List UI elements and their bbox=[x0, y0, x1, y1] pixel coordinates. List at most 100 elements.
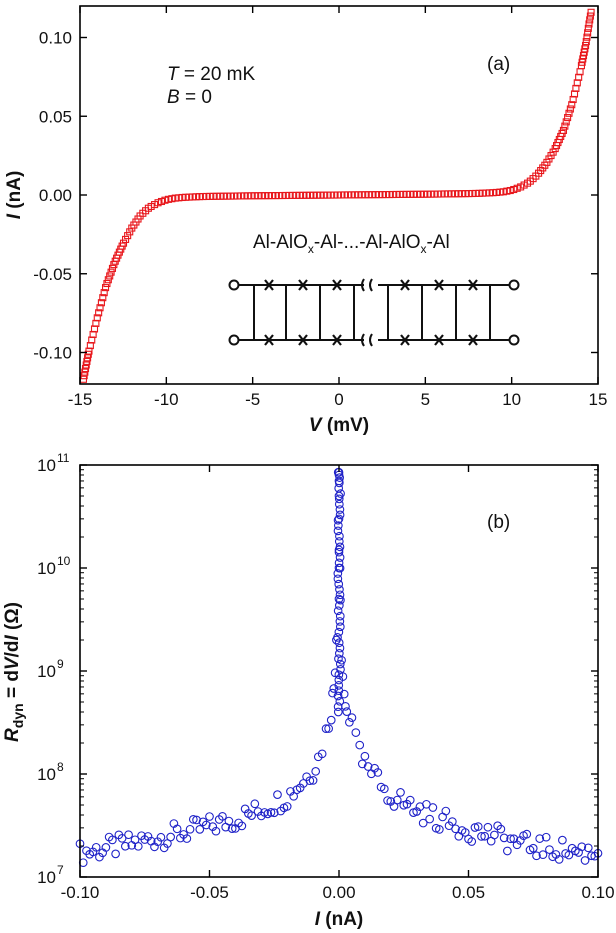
b-data-point bbox=[405, 795, 415, 805]
b-data-point bbox=[351, 728, 361, 737]
b-data-point bbox=[237, 821, 247, 831]
b-data-point bbox=[333, 574, 343, 584]
b-data-point bbox=[373, 768, 383, 777]
a-data-point bbox=[562, 118, 570, 126]
terminal-bottom-left bbox=[228, 334, 240, 346]
b-data-point bbox=[282, 802, 292, 811]
b-data-point bbox=[545, 845, 554, 854]
a-data-point bbox=[82, 361, 90, 369]
a-data-point bbox=[126, 228, 134, 236]
b-data-point bbox=[266, 808, 276, 817]
a-data-point bbox=[99, 294, 107, 302]
a-data-point bbox=[585, 20, 593, 28]
b-data-point bbox=[336, 665, 345, 674]
b-data-point bbox=[477, 832, 486, 841]
b-data-point bbox=[334, 670, 344, 680]
b-x-tick-label: 0.05 bbox=[452, 883, 485, 902]
b-data-point bbox=[334, 601, 344, 610]
a-data-point bbox=[96, 304, 104, 312]
b-data-point bbox=[305, 776, 315, 786]
b-data-point bbox=[335, 590, 345, 600]
a-y-axis-label: I (nA) bbox=[4, 171, 25, 220]
a-x-axis-label: V (mV) bbox=[309, 415, 369, 436]
b-data-point bbox=[321, 724, 331, 733]
b-data-point bbox=[333, 691, 343, 701]
b-data-point bbox=[333, 526, 343, 536]
b-data-point bbox=[342, 707, 352, 716]
b-data-point bbox=[211, 826, 221, 836]
b-data-point bbox=[334, 675, 344, 685]
b-data-point bbox=[564, 850, 574, 860]
a-x-tick-label: 5 bbox=[421, 390, 430, 409]
a-data-point bbox=[583, 33, 591, 41]
b-data-point bbox=[224, 816, 234, 826]
b-data-point bbox=[554, 855, 564, 864]
b-data-point bbox=[334, 686, 344, 696]
b-data-point bbox=[326, 715, 336, 725]
b-data-point bbox=[111, 849, 120, 859]
a-data-point bbox=[559, 126, 568, 134]
b-data-point bbox=[451, 824, 460, 834]
b-data-point bbox=[333, 702, 343, 712]
b-data-point bbox=[188, 814, 198, 824]
terminal-top-right bbox=[508, 279, 520, 291]
b-data-point bbox=[334, 494, 344, 504]
a-x-tick-label: 10 bbox=[502, 390, 521, 409]
b-data-point bbox=[333, 633, 342, 642]
b-data-point bbox=[195, 825, 205, 834]
b-data-point bbox=[336, 489, 345, 498]
b-y-tick-exponent: 9 bbox=[57, 657, 64, 671]
a-x-tick-label: 0 bbox=[334, 390, 343, 409]
b-data-point bbox=[317, 749, 327, 759]
b-data-point bbox=[117, 833, 127, 843]
a-data-point bbox=[100, 289, 108, 297]
b-data-point bbox=[334, 491, 344, 501]
b-data-point bbox=[577, 842, 587, 852]
b-data-point bbox=[345, 717, 354, 727]
b-data-point bbox=[363, 762, 373, 771]
b-data-point bbox=[247, 811, 256, 820]
a-data-point bbox=[568, 101, 576, 109]
a-y-tick-label: 0.10 bbox=[39, 29, 72, 48]
a-data-point bbox=[586, 16, 594, 24]
b-data-point bbox=[334, 514, 344, 524]
a-panel-label: (a) bbox=[487, 54, 510, 75]
b-data-point bbox=[538, 850, 548, 860]
b-data-point bbox=[335, 510, 345, 520]
b-y-tick-exponent: 8 bbox=[57, 760, 64, 774]
b-data-point bbox=[335, 531, 344, 541]
b-data-point bbox=[269, 808, 279, 818]
a-y-tick-label: 0.00 bbox=[39, 186, 72, 205]
panel-a: -15 -10 -5 0 5 10 15 -0.10 -0.05 0.00 0.05 0.10 (a)… bbox=[4, 5, 607, 436]
b-data-point bbox=[201, 820, 211, 830]
b-data-point bbox=[124, 830, 133, 840]
b-data-point bbox=[120, 841, 130, 851]
a-data-point bbox=[81, 368, 89, 376]
b-data-point bbox=[334, 537, 344, 546]
a-field-annotation: B = 0 bbox=[167, 87, 212, 108]
b-data-point bbox=[334, 476, 344, 486]
b-x-tick-label: 0.00 bbox=[322, 883, 355, 902]
b-data-point bbox=[441, 806, 451, 816]
b-y-axis-label: Rdyn = dV/dI (Ω) bbox=[2, 602, 26, 742]
b-data-point bbox=[335, 585, 344, 594]
b-data-point bbox=[355, 740, 365, 750]
a-data-point bbox=[80, 372, 88, 380]
break-mark-bottom bbox=[361, 333, 373, 347]
b-data-point bbox=[334, 545, 344, 555]
b-data-point bbox=[205, 812, 214, 821]
terminal-top-left bbox=[228, 279, 240, 291]
b-data-point bbox=[506, 834, 515, 844]
b-data-point bbox=[334, 649, 344, 658]
b-data-point bbox=[334, 627, 344, 637]
a-temperature-annotation: T = 20 mK bbox=[167, 64, 256, 85]
a-data-point bbox=[561, 122, 569, 130]
b-data-point bbox=[347, 713, 357, 723]
b-data-point bbox=[499, 833, 509, 843]
b-data-point bbox=[467, 837, 477, 846]
a-y-tick-label: -0.10 bbox=[33, 344, 72, 363]
a-data-point bbox=[107, 268, 115, 276]
b-data-point bbox=[447, 817, 457, 826]
